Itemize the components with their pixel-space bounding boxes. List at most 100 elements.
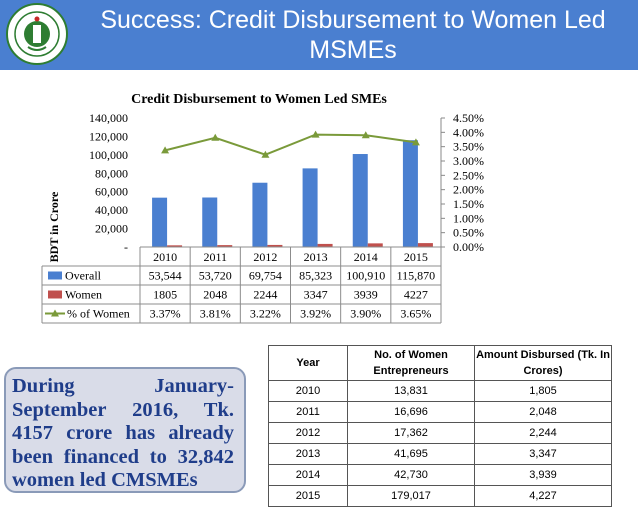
- y-tick-label: 20,000: [95, 222, 128, 236]
- data-label: 3.22%: [250, 307, 281, 321]
- x-tick-label: 2014: [354, 250, 378, 264]
- slide-title: Success: Credit Disbursement to Women Le…: [100, 6, 606, 64]
- cell-entrepreneurs: 16,696: [347, 401, 475, 423]
- bank-emblem-logo: [6, 3, 68, 65]
- col-header-year: Year: [268, 345, 348, 381]
- cell-entrepreneurs: 17,362: [347, 422, 475, 444]
- y2-tick-label: 3.00%: [453, 154, 484, 168]
- table-row: 2012 17,362 2,244: [268, 422, 612, 444]
- pct-point: [161, 146, 170, 154]
- table-row: 2014 42,730 3,939: [268, 464, 612, 486]
- y2-tick-label: 0.50%: [453, 226, 484, 240]
- data-label: 115,870: [397, 269, 436, 283]
- y2-tick-label: 2.50%: [453, 168, 484, 182]
- bar-overall: [352, 154, 368, 247]
- bar-group: [152, 140, 433, 247]
- legend-label: Overall: [65, 269, 102, 283]
- cell-year: 2012: [268, 422, 348, 444]
- y-tick-label: 120,000: [89, 129, 128, 143]
- y2-tick-label: 4.50%: [453, 111, 484, 125]
- pct-line-group: [161, 130, 420, 158]
- y-tick-label: 80,000: [95, 166, 128, 180]
- x-tick-label: 2015: [404, 250, 428, 264]
- y-axis-ticks: - 20,000 40,000 60,000 80,000 100,000 120,000 1…: [89, 111, 128, 254]
- col-header-amount: Amount Disbursed (Tk. In Crores): [474, 345, 612, 381]
- cell-year: 2014: [268, 464, 348, 486]
- data-label: 100,910: [346, 269, 385, 283]
- y-tick-label: 140,000: [89, 111, 128, 125]
- cell-entrepreneurs: 179,017: [347, 485, 475, 507]
- table-row: 2015 179,017 4,227: [268, 485, 612, 507]
- bar-women: [317, 243, 333, 247]
- cell-year: 2015: [268, 485, 348, 507]
- y2-tick-label: 0.00%: [453, 240, 484, 254]
- data-label: 69,754: [249, 269, 282, 283]
- data-label: 3.92%: [300, 307, 331, 321]
- data-label: 3347: [304, 288, 328, 302]
- bar-women: [217, 245, 233, 247]
- cell-entrepreneurs: 41,695: [347, 443, 475, 465]
- pct-point: [411, 138, 420, 146]
- bar-overall: [202, 197, 218, 247]
- y2-tick-label: 4.00%: [453, 125, 484, 139]
- data-label: 2048: [203, 288, 227, 302]
- legend-swatch: [48, 290, 62, 299]
- bar-overall: [302, 168, 318, 247]
- y2-tick-label: 3.50%: [453, 140, 484, 154]
- y-axis-label: BDT in Crore: [47, 191, 61, 262]
- cell-year: 2010: [268, 380, 348, 402]
- y-tick-label: 60,000: [95, 185, 128, 199]
- women-entrepreneurs-table: Year No. of Women Entrepreneurs Amount D…: [268, 345, 612, 507]
- data-label: 3939: [354, 288, 378, 302]
- table-row: 2010 13,831 1,805: [268, 380, 612, 402]
- bar-women: [167, 245, 183, 247]
- x-tick-label: 2012: [253, 250, 277, 264]
- y2-axis-ticks: 0.00%0.50%1.00%1.50%2.00%2.50%3.00%3.50%…: [440, 111, 484, 254]
- legend-label: % of Women: [67, 307, 130, 321]
- data-label: 53,544: [149, 269, 182, 283]
- y2-tick-label: 1.00%: [453, 211, 484, 225]
- cell-amount: 3,347: [474, 443, 612, 465]
- data-label: 3.90%: [350, 307, 381, 321]
- pct-point: [361, 131, 370, 139]
- cell-entrepreneurs: 42,730: [347, 464, 475, 486]
- data-label: 85,323: [299, 269, 332, 283]
- bar-overall: [402, 140, 418, 247]
- table-row: 2011 16,696 2,048: [268, 401, 612, 423]
- cell-year: 2013: [268, 443, 348, 465]
- chart-title: Credit Disbursement to Women Led SMEs: [131, 92, 387, 107]
- bar-overall: [252, 182, 268, 247]
- data-label: 2244: [253, 288, 277, 302]
- cell-amount: 1,805: [474, 380, 612, 402]
- data-table: 2010 2011 2012 2013 2014 2015 Overall 53,544 53,…: [41, 246, 442, 324]
- y2-tick-label: 2.00%: [453, 183, 484, 197]
- cell-amount: 3,939: [474, 464, 612, 486]
- cell-entrepreneurs: 13,831: [347, 380, 475, 402]
- pct-point: [311, 130, 320, 138]
- table-body: 2010 13,831 1,805 2011 16,696 2,048 2012 17,362…: [268, 380, 612, 507]
- x-tick-label: 2013: [304, 250, 328, 264]
- cell-amount: 2,244: [474, 422, 612, 444]
- bar-women: [267, 244, 283, 247]
- data-label: 1805: [153, 288, 177, 302]
- y2-tick-label: 1.50%: [453, 197, 484, 211]
- legend-swatch: [48, 271, 62, 280]
- data-label: 4227: [404, 288, 428, 302]
- callout-text: During January-September 2016, Tk. 4157 …: [12, 375, 234, 491]
- pct-point: [261, 150, 270, 158]
- legend-swatch-marker: [51, 309, 59, 317]
- table-row: 2013 41,695 3,347: [268, 443, 612, 465]
- pct-point: [211, 133, 220, 141]
- col-header-entrepreneurs: No. of Women Entrepreneurs: [347, 345, 475, 381]
- data-label: 53,720: [199, 269, 232, 283]
- x-tick-label: 2010: [153, 250, 177, 264]
- y-tick-label: 40,000: [95, 203, 128, 217]
- y-tick-label: -: [124, 240, 128, 254]
- x-tick-label: 2011: [203, 250, 227, 264]
- bar-overall: [152, 197, 168, 247]
- slide-header: Success: Credit Disbursement to Women Le…: [0, 0, 638, 70]
- bar-women: [417, 243, 433, 247]
- callout-box: During January-September 2016, Tk. 4157 …: [4, 367, 246, 493]
- cell-amount: 4,227: [474, 485, 612, 507]
- credit-chart: Credit Disbursement to Women Led SMEs BD…: [41, 92, 484, 324]
